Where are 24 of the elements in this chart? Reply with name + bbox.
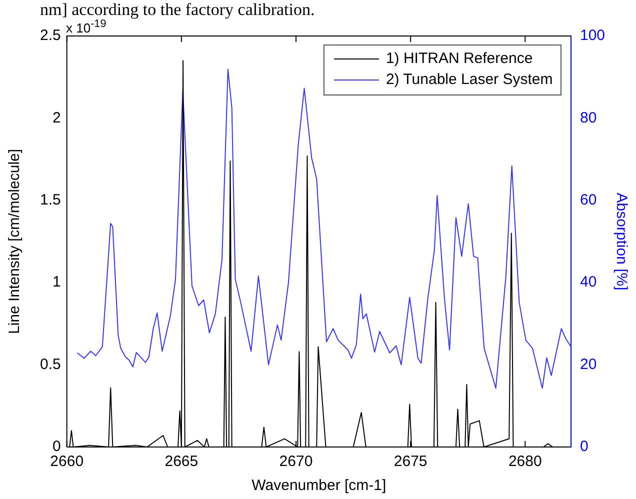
y2-tick-label: 60 — [580, 192, 597, 209]
y-tick-label: 1 — [52, 274, 61, 291]
y-tick-label: 0.5 — [40, 356, 61, 373]
y2-tick-label: 20 — [580, 356, 597, 373]
y-tick-label: 2.5 — [40, 27, 61, 44]
x-tick-label: 2660 — [50, 453, 84, 470]
x-tick-label: 2675 — [394, 453, 428, 470]
x-tick-label: 2680 — [508, 453, 542, 470]
text: nm] according to the factory calibration. — [40, 0, 315, 20]
y2-tick-label: 40 — [580, 274, 597, 291]
x-tick-label: 2670 — [279, 453, 313, 470]
y-tick-label: 2 — [52, 109, 61, 126]
y2-tick-label: 0 — [580, 438, 588, 456]
y-axis-title: Line Intensity [cm/molecule] — [6, 148, 24, 334]
legend-label: 2) Tunable Laser System — [386, 71, 553, 88]
text: x 10$^{-19}$ — [66, 18, 106, 36]
y-tick-label: 0 — [52, 438, 61, 456]
y2-tick-label: 80 — [580, 109, 597, 126]
x-axis-title: Wavenumber [cm-1] — [252, 477, 386, 494]
y-tick-label: 1.5 — [40, 192, 61, 209]
y2-tick-label: 100 — [580, 27, 606, 44]
x-tick-label: 2665 — [164, 453, 198, 470]
y2-axis-title: Absorption [%] — [612, 192, 630, 290]
legend-label: 1) HITRAN Reference — [386, 50, 533, 68]
